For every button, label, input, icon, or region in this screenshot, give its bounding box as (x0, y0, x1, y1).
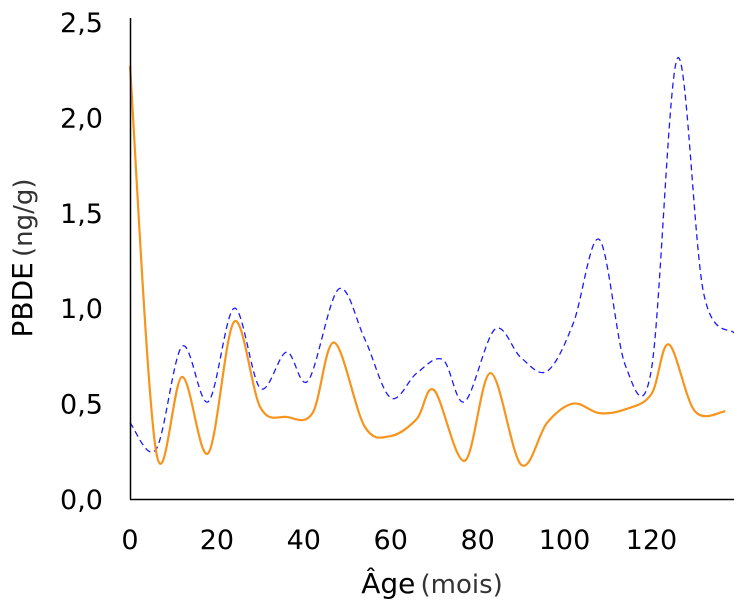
series-dashed-blue (129, 57, 734, 453)
x-tick-label: 80 (460, 525, 494, 556)
y-tick-label: 0,0 (60, 485, 103, 516)
x-tick-label: 60 (374, 525, 408, 556)
y-tick-label: 0,5 (60, 390, 103, 421)
series-solid-orange (128, 65, 726, 467)
x-tick-label: 120 (626, 525, 678, 556)
x-tick-label: 40 (287, 525, 321, 556)
y-axis-label: PBDE (ng/g) (6, 179, 39, 338)
x-axis-label-unit: (mois) (420, 570, 502, 600)
series-dashed-blue-line (129, 57, 734, 453)
series-solid-orange-line (128, 65, 726, 467)
y-tick-labels: 0,0 0,5 1,0 1,5 2,0 2,5 (60, 8, 103, 516)
x-axis-label: Âge (mois) (361, 566, 503, 600)
y-tick-label: 1,5 (60, 199, 103, 230)
x-tick-label: 20 (200, 525, 234, 556)
x-axis-label-main: Âge (361, 566, 415, 600)
y-axis-label-unit: (ng/g) (9, 179, 39, 258)
y-tick-label: 2,5 (60, 8, 103, 39)
y-tick-label: 1,0 (60, 294, 103, 325)
x-tick-label: 100 (539, 525, 591, 556)
x-tick-labels: 0 20 40 60 80 100 120 (121, 525, 677, 556)
series-layer (128, 57, 734, 467)
x-tick-label: 0 (121, 525, 138, 556)
y-axis-label-main: PBDE (6, 262, 39, 337)
y-tick-label: 2,0 (60, 103, 103, 134)
